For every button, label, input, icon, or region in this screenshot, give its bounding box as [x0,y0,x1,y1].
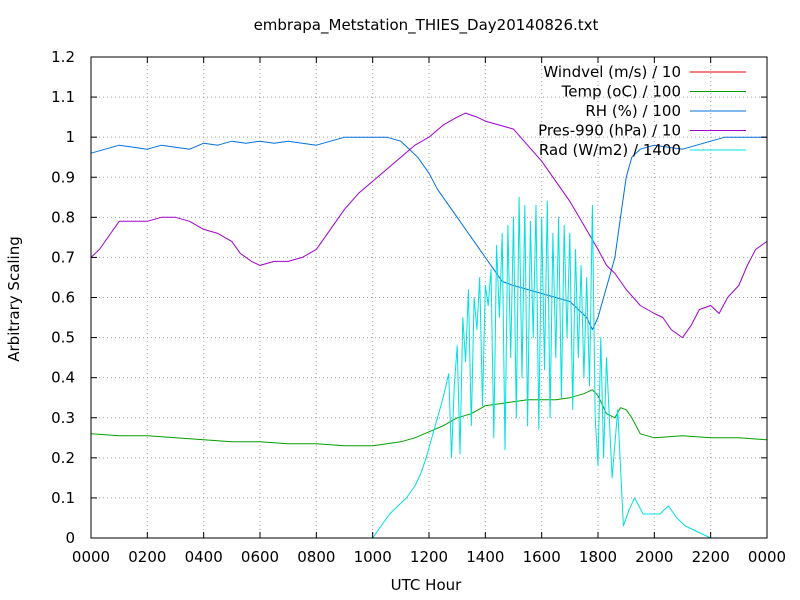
y-tick-label: 0.9 [51,168,75,186]
legend-label: Temp (oC) / 100 [561,83,681,101]
y-tick-label: 0.8 [51,208,75,226]
y-tick-label: 0.4 [51,369,75,387]
y-axis-label: Arbitrary Scaling [5,236,23,362]
x-tick-label: 0200 [128,548,166,566]
x-axis-label: UTC Hour [391,576,462,594]
series-line-3 [90,112,768,339]
x-tick-label: 1800 [579,548,617,566]
x-tick-label: 0000 [72,548,110,566]
y-tick-label: 1.1 [51,88,75,106]
x-tick-label: 1000 [354,548,392,566]
y-tick-label: 1.2 [51,48,75,66]
y-tick-label: 1 [65,128,75,146]
legend-label: Rad (W/m2) / 1400 [539,141,681,159]
y-tick-label: 0.2 [51,449,75,467]
y-tick-label: 0.3 [51,409,75,427]
x-tick-label: 1200 [410,548,448,566]
series-layer [90,112,768,539]
x-tick-label: 0600 [241,548,279,566]
legend-label: Pres-990 (hPa) / 10 [538,122,681,140]
y-tick-label: 0.5 [51,329,75,347]
chart-title: embrapa_Metstation_THIES_Day20140826.txt [254,16,599,35]
y-tick-label: 0.1 [51,489,75,507]
x-tick-label: 1400 [466,548,504,566]
axes-layer: 0 0.1 0.2 0.3 0.4 0.5 0.6 0.7 0.8 0.9 1 1.1 1.2 0000 0… [51,48,786,566]
legend-label: Windvel (m/s) / 10 [543,63,681,81]
x-tick-label: 0400 [185,548,223,566]
legend-label: RH (%) / 100 [585,102,681,120]
x-tick-label: 2000 [635,548,673,566]
y-tick-label: 0.7 [51,248,75,266]
series-line-4 [372,196,711,539]
y-tick-label: 0.6 [51,289,75,307]
y-tick-label: 0 [65,529,75,547]
x-tick-label: 1600 [523,548,561,566]
x-tick-label: 2200 [692,548,730,566]
series-line-2 [90,136,767,331]
series-line-1 [90,389,768,447]
x-tick-label: 0800 [297,548,335,566]
x-tick-label: 0000 [748,548,786,566]
